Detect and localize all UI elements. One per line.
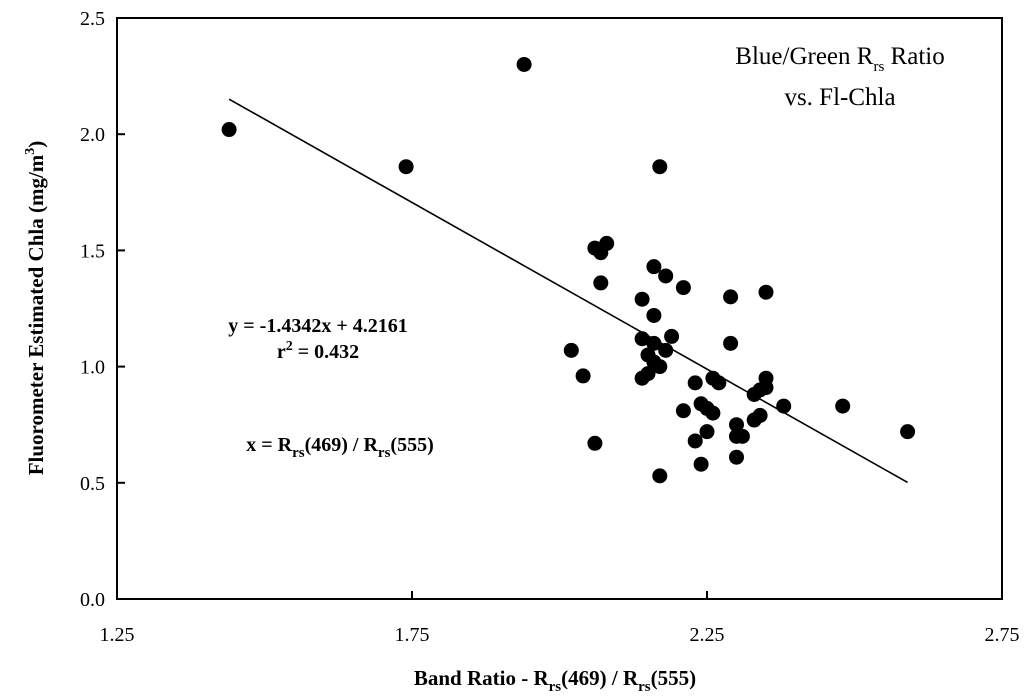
data-point	[734, 428, 750, 444]
y-axis-title: Fluorometer Estimated Chla (mg/m3)	[23, 141, 48, 476]
x-definition-label: x = Rrs(469) / Rrs(555)	[246, 434, 434, 461]
data-point	[758, 380, 774, 396]
data-point	[646, 259, 662, 275]
data-point	[729, 417, 744, 433]
data-point	[652, 159, 668, 175]
data-point	[835, 398, 851, 414]
x-axis-title: Band Ratio - Rrs(469) / Rrs(555)	[414, 666, 696, 695]
y-tick-label: 2.5	[80, 8, 105, 30]
data-point	[699, 424, 715, 440]
data-point	[705, 405, 721, 421]
data-point	[758, 284, 774, 300]
data-point	[776, 398, 792, 414]
regression-equation: y = -1.4342x + 4.2161	[228, 315, 407, 337]
x-tick-label: 2.25	[690, 624, 725, 646]
data-point	[687, 433, 703, 449]
data-point	[398, 159, 414, 175]
data-point	[723, 289, 739, 305]
trendline-layer	[228, 98, 908, 484]
x-tick-label: 2.75	[985, 624, 1020, 646]
x-tick-label: 1.25	[100, 624, 135, 646]
data-point	[652, 359, 668, 375]
data-point	[900, 424, 916, 440]
data-point	[593, 245, 609, 261]
data-point	[752, 407, 768, 423]
data-point	[675, 403, 691, 419]
data-point	[711, 375, 727, 391]
data-point	[575, 368, 591, 384]
data-point	[723, 335, 739, 351]
data-point	[652, 468, 668, 484]
y-tick-label: 1.5	[80, 240, 105, 262]
data-point	[658, 342, 674, 358]
y-tick-label: 0.0	[80, 589, 105, 611]
y-axis: 0.0 0.5 1.0 1.5 2.0 2.5	[80, 8, 125, 611]
data-point	[634, 370, 650, 386]
data-point	[664, 328, 680, 344]
chart-title-line2: vs. Fl-Chla	[784, 84, 895, 111]
plot-frame	[116, 17, 1003, 600]
x-axis: 1.25 1.75 2.25 2.75	[100, 591, 1020, 646]
data-point	[563, 342, 579, 358]
r-squared-label: r2 = 0.432	[277, 339, 359, 363]
data-point	[646, 335, 662, 351]
chart-title-line1: Blue/Green Rrs Ratio	[735, 43, 944, 75]
data-point	[729, 449, 744, 465]
y-tick-label: 2.0	[80, 124, 105, 146]
data-point	[746, 386, 762, 402]
regression-line	[228, 98, 908, 484]
y-tick-label: 1.0	[80, 357, 105, 379]
data-point	[693, 456, 709, 472]
data-point	[593, 275, 609, 291]
data-point	[646, 307, 662, 323]
data-points	[221, 56, 916, 484]
data-point	[634, 331, 650, 347]
data-point	[587, 435, 603, 451]
data-point	[687, 375, 703, 391]
y-tick-label: 0.5	[80, 473, 105, 495]
data-point	[221, 122, 237, 138]
data-point	[516, 56, 532, 72]
x-tick-label: 1.75	[395, 624, 430, 646]
data-point	[658, 268, 674, 284]
data-point	[675, 280, 691, 296]
data-point	[634, 291, 650, 307]
